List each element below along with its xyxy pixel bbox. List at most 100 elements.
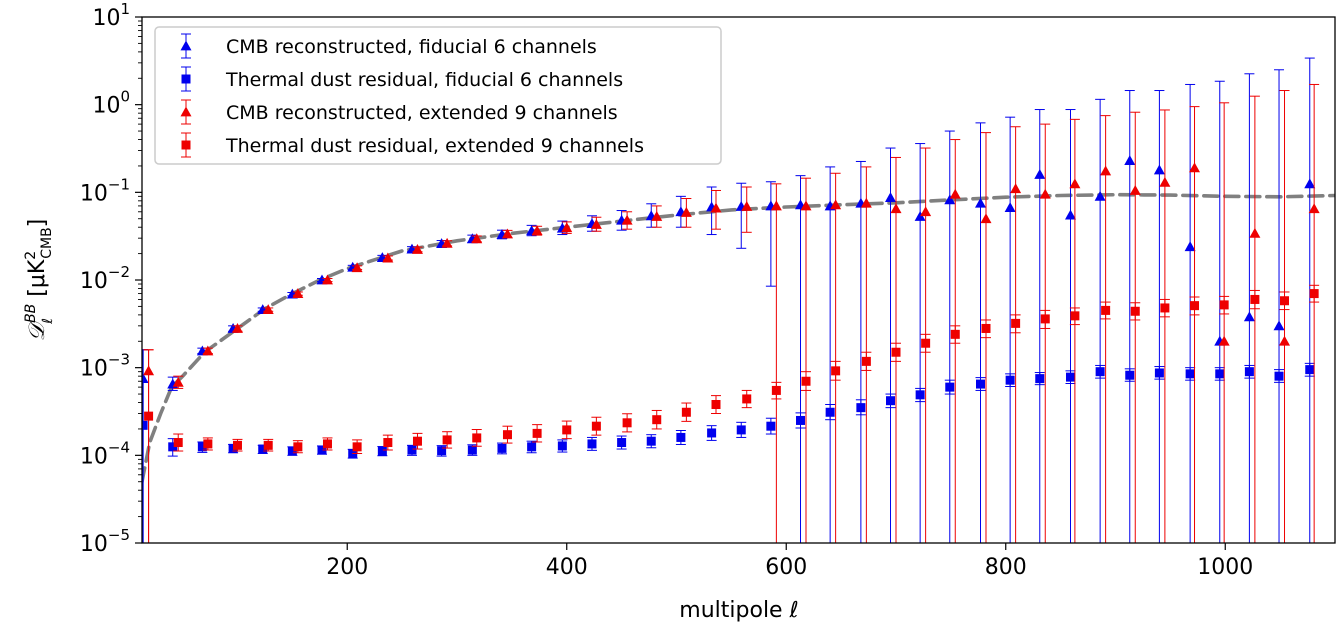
data-point-triangle xyxy=(651,211,663,221)
y-tick-label: 101 xyxy=(92,0,130,31)
data-point-triangle xyxy=(202,345,214,356)
y-tick-label: 10−2 xyxy=(80,263,130,294)
data-point-square xyxy=(1305,365,1315,375)
data-point-square xyxy=(1011,318,1021,328)
data-point-triangle xyxy=(501,228,513,239)
series-4 xyxy=(143,284,1320,543)
data-point-square xyxy=(352,442,362,452)
data-point-square xyxy=(886,396,896,406)
data-point-square xyxy=(1215,369,1225,379)
data-point-triangle xyxy=(890,203,902,214)
data-point-triangle xyxy=(351,262,363,273)
data-point-triangle xyxy=(1094,190,1106,201)
data-point-square xyxy=(317,445,327,455)
data-point-square xyxy=(976,379,986,389)
data-point-square xyxy=(646,436,656,446)
data-point-square xyxy=(1160,303,1170,313)
axes-layer: 200 400 600 800 1000 10−5 10−4 10−3 10−2 10−1 100 1… xyxy=(80,0,1253,580)
legend-marker xyxy=(181,74,191,84)
y-label-sub: ℓ xyxy=(40,318,56,325)
data-point-square xyxy=(622,418,632,428)
y-label-unit-sup: 2 xyxy=(23,251,39,260)
legend-entry-1: CMB reconstructed, fiducial 6 channels xyxy=(226,36,597,58)
x-axis-label: multipole ℓ xyxy=(679,598,798,623)
data-point-square xyxy=(707,428,717,438)
y-label-close: ] xyxy=(25,219,50,228)
data-point-triangle xyxy=(1129,184,1141,195)
legend-marker xyxy=(180,40,192,51)
data-point-triangle xyxy=(1184,241,1196,252)
data-point-triangle xyxy=(441,237,453,248)
x-tick-label: 200 xyxy=(326,555,368,580)
y-tick-label: 10−4 xyxy=(80,438,130,469)
data-point-triangle xyxy=(471,233,483,244)
data-point-square xyxy=(1250,294,1260,304)
data-point-triangle xyxy=(980,213,992,224)
data-point-triangle xyxy=(1273,320,1285,331)
x-tick-label: 600 xyxy=(765,555,807,580)
data-point-square xyxy=(591,421,601,431)
data-point-triangle xyxy=(741,200,753,211)
data-point-square xyxy=(1070,311,1080,321)
data-point-triangle xyxy=(1159,176,1171,187)
data-point-square xyxy=(1005,375,1015,385)
data-point-triangle xyxy=(1304,178,1316,189)
data-point-triangle xyxy=(1004,202,1016,212)
data-point-triangle xyxy=(944,194,956,205)
data-point-square xyxy=(796,415,806,425)
data-point-square xyxy=(472,433,482,443)
data-point-square xyxy=(711,400,721,410)
y-label-sup: BB xyxy=(23,304,39,323)
data-point-square xyxy=(232,440,242,450)
data-point-square xyxy=(1035,374,1045,384)
data-point-square xyxy=(945,382,955,392)
data-point-triangle xyxy=(1039,188,1051,199)
data-point-triangle xyxy=(1153,164,1165,175)
data-point-triangle xyxy=(590,218,602,229)
data-point-triangle xyxy=(172,376,184,387)
data-point-triangle xyxy=(561,222,573,233)
data-point-triangle xyxy=(142,373,149,384)
data-point-square xyxy=(287,446,297,456)
data-point-triangle xyxy=(920,206,932,217)
series-2 xyxy=(142,349,1315,543)
data-point-square xyxy=(562,425,572,435)
data-point-triangle xyxy=(382,252,394,263)
data-point-triangle xyxy=(1218,335,1230,346)
x-tick-label: 400 xyxy=(546,555,588,580)
data-point-triangle xyxy=(830,199,842,210)
data-point-square xyxy=(801,376,811,386)
data-point-triangle xyxy=(1243,311,1255,322)
y-tick-label: 100 xyxy=(92,88,130,119)
data-point-square xyxy=(497,443,507,453)
legend-entry-4: Thermal dust residual, extended 9 channe… xyxy=(225,135,644,157)
data-point-square xyxy=(532,428,542,438)
data-point-square xyxy=(915,390,925,400)
data-point-triangle xyxy=(231,322,243,333)
x-tick-label: 1000 xyxy=(1197,555,1253,580)
legend-entry-3: CMB reconstructed, extended 9 channels xyxy=(226,102,618,124)
data-point-square xyxy=(1095,367,1105,377)
data-point-square xyxy=(1101,305,1111,315)
data-point-square xyxy=(383,438,393,448)
data-point-square xyxy=(412,436,422,446)
data-point-triangle xyxy=(1308,203,1320,214)
data-point-square xyxy=(1185,369,1195,379)
data-point-square xyxy=(736,425,746,435)
data-point-square xyxy=(652,415,662,425)
data-point-triangle xyxy=(1069,178,1081,189)
data-point-square xyxy=(293,442,303,452)
x-tick-label: 800 xyxy=(985,555,1027,580)
data-point-square xyxy=(263,440,273,450)
data-point-square xyxy=(1040,314,1050,324)
data-point-square xyxy=(144,411,154,421)
data-point-square xyxy=(322,439,332,449)
data-point-triangle xyxy=(914,211,926,221)
data-point-square xyxy=(168,442,178,452)
data-point-triangle xyxy=(621,214,633,225)
y-tick-label: 10−1 xyxy=(80,175,130,206)
data-point-square xyxy=(981,323,991,333)
data-point-square xyxy=(825,407,835,417)
data-point-triangle xyxy=(975,197,987,208)
data-point-square xyxy=(891,347,901,357)
